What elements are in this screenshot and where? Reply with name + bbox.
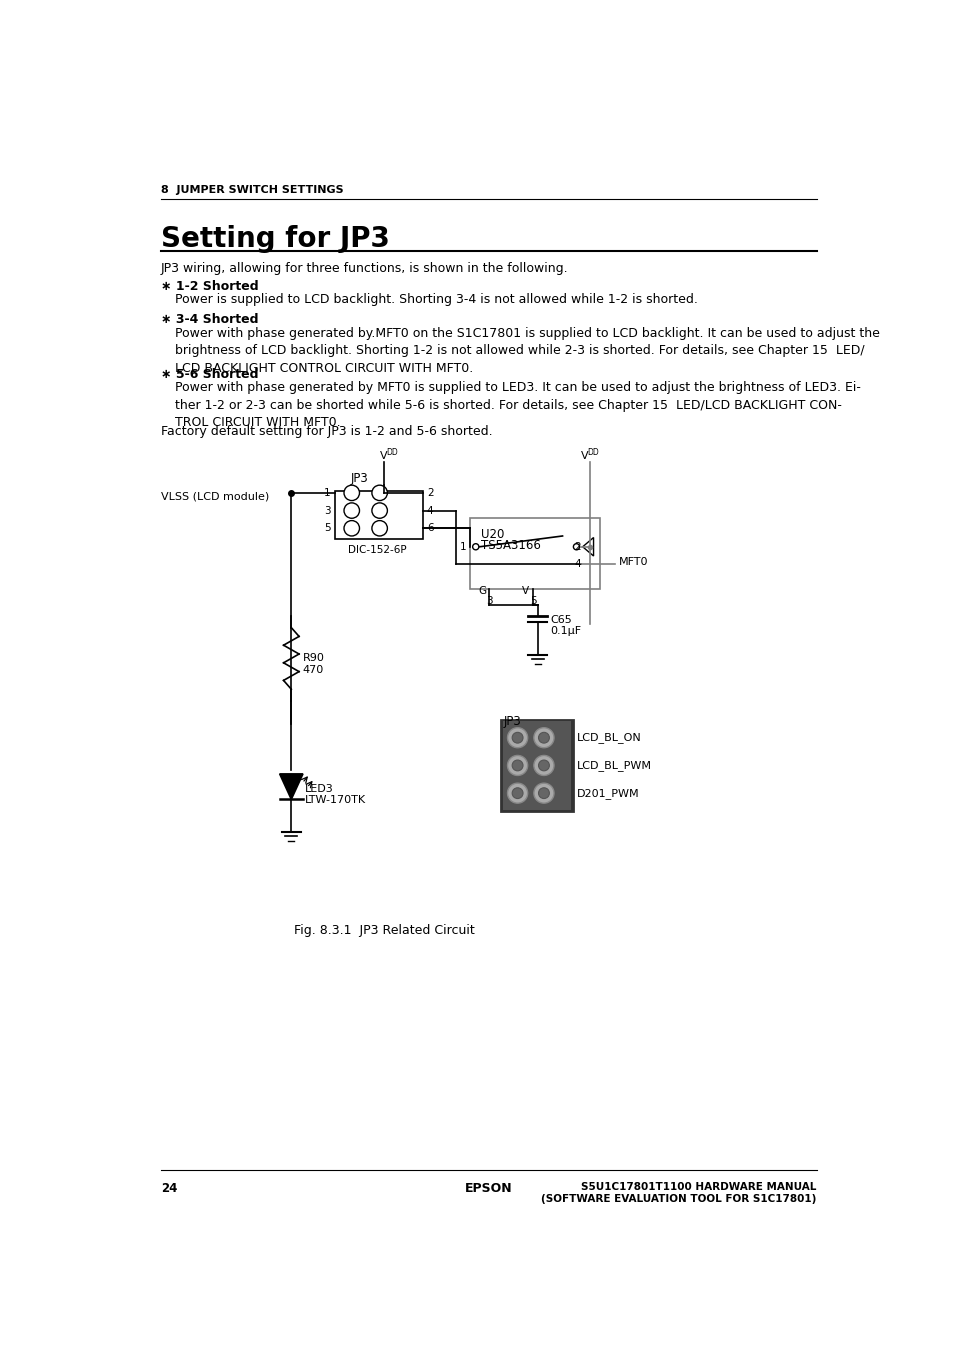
Circle shape bbox=[537, 732, 549, 743]
Text: 5: 5 bbox=[324, 523, 331, 534]
Circle shape bbox=[507, 783, 527, 803]
Text: Setting for JP3: Setting for JP3 bbox=[161, 225, 390, 253]
Text: DIC-152-6P: DIC-152-6P bbox=[348, 545, 406, 555]
Circle shape bbox=[372, 485, 387, 500]
Circle shape bbox=[534, 728, 554, 748]
Text: V: V bbox=[379, 450, 387, 461]
Text: LTW-170TK: LTW-170TK bbox=[305, 795, 366, 806]
Text: V: V bbox=[521, 586, 529, 596]
Text: DD: DD bbox=[385, 448, 397, 457]
Text: LCD_BL_ON: LCD_BL_ON bbox=[576, 732, 640, 743]
Text: 8  JUMPER SWITCH SETTINGS: 8 JUMPER SWITCH SETTINGS bbox=[161, 185, 343, 195]
Polygon shape bbox=[582, 538, 593, 555]
Text: Power with phase generated by.MFT0 on the S1C17801 is supplied to LCD backlight.: Power with phase generated by.MFT0 on th… bbox=[174, 326, 879, 375]
Text: ∗ 1-2 Shorted: ∗ 1-2 Shorted bbox=[161, 279, 258, 293]
Text: 3: 3 bbox=[486, 596, 493, 607]
Text: 3: 3 bbox=[324, 506, 331, 515]
Text: Factory default setting for JP3 is 1-2 and 5-6 shorted.: Factory default setting for JP3 is 1-2 a… bbox=[161, 425, 492, 438]
Text: 1: 1 bbox=[459, 542, 466, 551]
Text: 1: 1 bbox=[324, 488, 331, 497]
Circle shape bbox=[534, 755, 554, 775]
Text: Power is supplied to LCD backlight. Shorting 3-4 is not allowed while 1-2 is sho: Power is supplied to LCD backlight. Shor… bbox=[174, 293, 698, 306]
Text: 2: 2 bbox=[427, 488, 433, 497]
Circle shape bbox=[507, 728, 527, 748]
Circle shape bbox=[372, 503, 387, 518]
Circle shape bbox=[573, 543, 579, 550]
Text: JP3: JP3 bbox=[503, 714, 521, 728]
Circle shape bbox=[537, 787, 549, 798]
Text: 24: 24 bbox=[161, 1182, 177, 1196]
Text: 2: 2 bbox=[574, 542, 580, 551]
Circle shape bbox=[512, 732, 522, 743]
Text: JP3 wiring, allowing for three functions, is shown in the following.: JP3 wiring, allowing for three functions… bbox=[161, 262, 568, 275]
Text: LCD_BL_PWM: LCD_BL_PWM bbox=[576, 760, 651, 771]
Text: LED3: LED3 bbox=[305, 785, 334, 794]
Text: ∗ 3-4 Shorted: ∗ 3-4 Shorted bbox=[161, 314, 258, 326]
Circle shape bbox=[344, 520, 359, 537]
Text: Power with phase generated by MFT0 is supplied to LED3. It can be used to adjust: Power with phase generated by MFT0 is su… bbox=[174, 381, 860, 429]
Text: DD: DD bbox=[587, 448, 598, 457]
Bar bbox=[503, 723, 570, 809]
Text: 470: 470 bbox=[303, 666, 324, 675]
Text: C65: C65 bbox=[550, 615, 571, 624]
Text: 4: 4 bbox=[427, 506, 433, 515]
Text: V: V bbox=[580, 450, 588, 461]
Circle shape bbox=[512, 787, 522, 798]
Bar bbox=[335, 491, 422, 539]
Text: G: G bbox=[478, 586, 486, 596]
Text: VLSS (LCD module): VLSS (LCD module) bbox=[161, 491, 269, 501]
Text: 4: 4 bbox=[574, 558, 580, 569]
Text: ∗ 5-6 Shorted: ∗ 5-6 Shorted bbox=[161, 368, 258, 381]
Circle shape bbox=[512, 760, 522, 771]
Circle shape bbox=[372, 520, 387, 537]
Bar bbox=[469, 518, 599, 589]
Text: S5U1C17801T1100 HARDWARE MANUAL
(SOFTWARE EVALUATION TOOL FOR S1C17801): S5U1C17801T1100 HARDWARE MANUAL (SOFTWAR… bbox=[540, 1182, 816, 1204]
Text: Fig. 8.3.1  JP3 Related Circuit: Fig. 8.3.1 JP3 Related Circuit bbox=[294, 925, 475, 937]
Bar bbox=[500, 720, 572, 811]
Text: EPSON: EPSON bbox=[465, 1182, 512, 1196]
Circle shape bbox=[344, 485, 359, 500]
Circle shape bbox=[344, 503, 359, 518]
Text: 5: 5 bbox=[530, 596, 536, 607]
Circle shape bbox=[534, 783, 554, 803]
Text: MFT0: MFT0 bbox=[618, 557, 648, 568]
Text: TS5A3166: TS5A3166 bbox=[480, 539, 540, 553]
Text: U20: U20 bbox=[480, 528, 504, 542]
Circle shape bbox=[472, 543, 478, 550]
Text: JP3: JP3 bbox=[350, 472, 368, 485]
Text: D201_PWM: D201_PWM bbox=[576, 787, 639, 798]
Text: 0.1μF: 0.1μF bbox=[550, 625, 580, 636]
Circle shape bbox=[537, 760, 549, 771]
Circle shape bbox=[507, 755, 527, 775]
Text: 6: 6 bbox=[427, 523, 433, 534]
Polygon shape bbox=[279, 774, 303, 799]
Text: R90: R90 bbox=[303, 652, 324, 663]
